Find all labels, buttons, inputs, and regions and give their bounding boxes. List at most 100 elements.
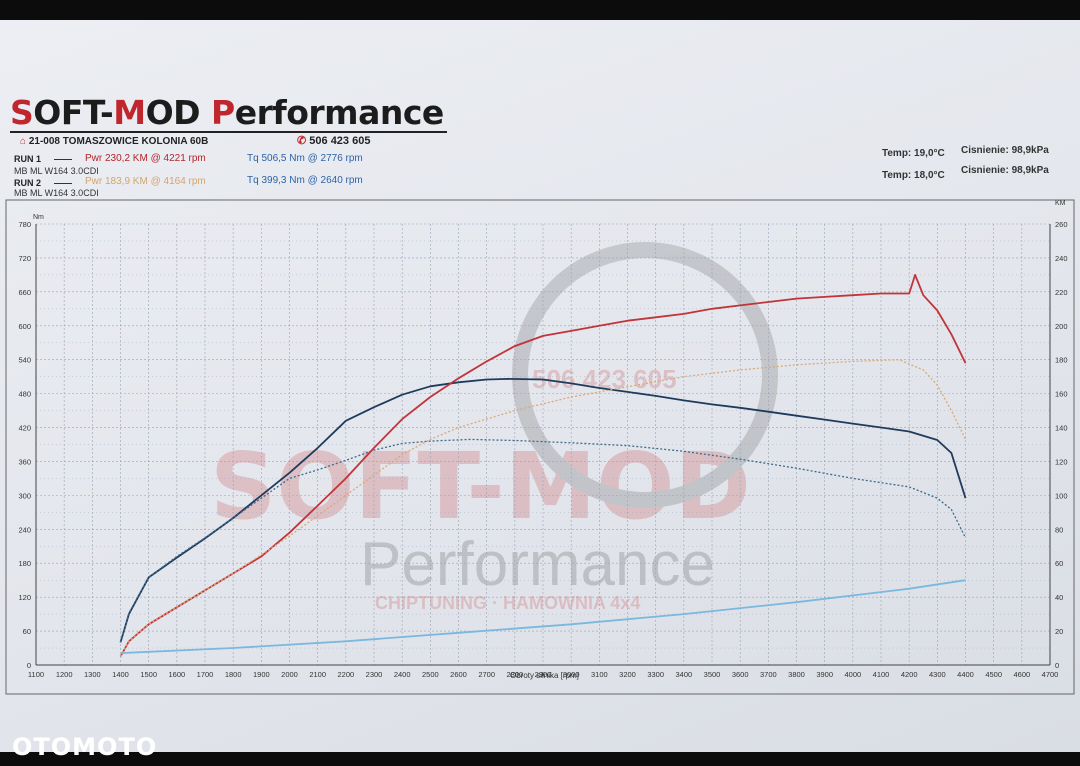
y-left-tick-label: 720 <box>18 254 31 263</box>
run1-power: Pwr 230,2 KM @ 4221 rpm <box>85 153 206 164</box>
right-axis-ticks: 0 20 40 60 80 100 120 140 160 180 200 220 240 260 <box>1055 220 1068 670</box>
x-tick-label: 1200 <box>56 670 73 679</box>
x-tick-label: 3200 <box>619 670 636 679</box>
home-icon: ⌂ <box>20 136 27 147</box>
x-tick-label: 3500 <box>704 670 721 679</box>
dyno-sheet <box>0 20 1080 752</box>
x-tick-label: 2800 <box>506 670 523 679</box>
brand-letter-p: P <box>211 93 235 132</box>
run2-torque: Tq 399,3 Nm @ 2640 rpm <box>247 175 363 186</box>
y-right-tick-label: 220 <box>1055 288 1068 297</box>
y-left-tick-label: 60 <box>23 627 31 636</box>
watermark-wheel <box>512 242 778 508</box>
y-right-tick-label: 40 <box>1055 593 1063 602</box>
x-tick-label: 2200 <box>337 670 354 679</box>
phone: ✆ 506 423 605 <box>297 136 370 147</box>
x-tick-label: 2900 <box>535 670 552 679</box>
run1-line-sample <box>54 159 72 160</box>
x-tick-label: 4100 <box>873 670 890 679</box>
chart-frame <box>5 199 1075 695</box>
y-right-tick-label: 140 <box>1055 424 1068 433</box>
run2-pressure: Cisnienie: 98,9kPa <box>961 165 1049 176</box>
run1-power-curve <box>119 273 967 657</box>
x-tick-label: 1800 <box>225 670 242 679</box>
y-left-tick-label: 120 <box>18 593 31 602</box>
right-axis-unit: KM <box>1055 200 1066 207</box>
y-right-tick-label: 260 <box>1055 220 1068 229</box>
run2-temp: Temp: 18,0°C <box>882 170 945 181</box>
run2-label: RUN 2 <box>14 178 42 188</box>
x-tick-label: 1400 <box>112 670 129 679</box>
address-text: 21-008 TOMASZOWICE KOLONIA 60B <box>28 136 209 147</box>
watermark-performance: Performance <box>360 530 715 599</box>
otomoto-watermark: OTOMOTO <box>12 733 158 761</box>
y-right-tick-label: 240 <box>1055 254 1068 263</box>
x-tick-label: 4400 <box>957 670 974 679</box>
y-left-tick-label: 600 <box>18 322 31 331</box>
y-right-tick-label: 20 <box>1055 627 1063 636</box>
background-watermark: SOFT-MOD Performance CHIPTUNING · HAMOWN… <box>210 242 778 613</box>
x-tick-label: 2500 <box>422 670 439 679</box>
run2-torque-curve <box>119 438 967 643</box>
run1-vehicle: MB ML W164 3.0CDI <box>14 166 99 176</box>
x-tick-label: 3900 <box>816 670 833 679</box>
y-left-tick-label: 240 <box>18 525 31 534</box>
x-tick-label: 1600 <box>168 670 185 679</box>
y-left-tick-label: 420 <box>18 424 31 433</box>
run1-torque-curve <box>119 377 967 643</box>
y-left-tick-label: 360 <box>18 457 31 466</box>
x-tick-label: 4300 <box>929 670 946 679</box>
chart-series <box>119 273 967 657</box>
x-tick-label: 4000 <box>844 670 861 679</box>
y-left-tick-label: 0 <box>27 661 31 670</box>
x-tick-label: 3600 <box>732 670 749 679</box>
x-tick-label: 3700 <box>760 670 777 679</box>
phone-icon: ✆ <box>297 135 307 147</box>
brand-part-od: OD <box>145 93 201 132</box>
x-tick-label: 1700 <box>197 670 214 679</box>
x-tick-label: 3400 <box>675 670 692 679</box>
x-tick-label: 4700 <box>1042 670 1059 679</box>
x-tick-label: 2600 <box>450 670 467 679</box>
y-left-tick-label: 300 <box>18 491 31 500</box>
left-axis-unit: Nm <box>33 214 44 221</box>
y-right-tick-label: 120 <box>1055 457 1068 466</box>
y-right-tick-label: 80 <box>1055 525 1063 534</box>
y-right-tick-label: 160 <box>1055 390 1068 399</box>
y-right-tick-label: 100 <box>1055 491 1068 500</box>
run1-label: RUN 1 <box>14 154 42 164</box>
watermark-brand: SOFT-MOD <box>210 433 751 540</box>
x-tick-label: 3300 <box>647 670 664 679</box>
watermark-tagline: CHIPTUNING · HAMOWNIA 4x4 <box>375 593 640 613</box>
x-tick-label: 1100 <box>28 670 44 679</box>
x-tick-label: 1300 <box>84 670 101 679</box>
x-tick-label: 2000 <box>281 670 298 679</box>
x-tick-label: 3800 <box>788 670 805 679</box>
y-right-tick-label: 60 <box>1055 559 1063 568</box>
x-tick-label: 2300 <box>366 670 383 679</box>
run2-line-sample <box>54 183 72 184</box>
y-right-tick-label: 200 <box>1055 322 1068 331</box>
loss-power-curve <box>120 579 966 654</box>
x-tick-label: 2700 <box>478 670 495 679</box>
x-tick-label: 2100 <box>309 670 326 679</box>
brand-part-erformance: erformance <box>234 93 445 132</box>
address: ⌂ 21-008 TOMASZOWICE KOLONIA 60B <box>20 137 208 147</box>
left-axis-ticks: 0 60 120 180 240 300 360 420 480 540 600 660 720 780 <box>18 220 31 670</box>
y-left-tick-label: 660 <box>18 288 31 297</box>
x-tick-label: 3000 <box>563 670 580 679</box>
y-left-tick-label: 540 <box>18 356 31 365</box>
x-tick-label: 3100 <box>591 670 608 679</box>
y-left-tick-label: 480 <box>18 390 31 399</box>
x-axis-ticks: 1100 1200 1300 1400 1500 1600 1700 1800 1900 2000… <box>28 670 1058 679</box>
run2-power: Pwr 183,9 KM @ 4164 rpm <box>85 176 206 187</box>
run1-pressure: Cisnienie: 98,9kPa <box>961 145 1049 156</box>
x-tick-label: 2400 <box>394 670 411 679</box>
y-right-tick-label: 0 <box>1055 661 1059 670</box>
run2-vehicle: MB ML W164 3.0CDI <box>14 188 99 198</box>
run1-torque: Tq 506,5 Nm @ 2776 rpm <box>247 153 363 164</box>
x-tick-label: 1900 <box>253 670 270 679</box>
y-left-tick-label: 780 <box>18 220 31 229</box>
phone-text: 506 423 605 <box>309 135 371 147</box>
